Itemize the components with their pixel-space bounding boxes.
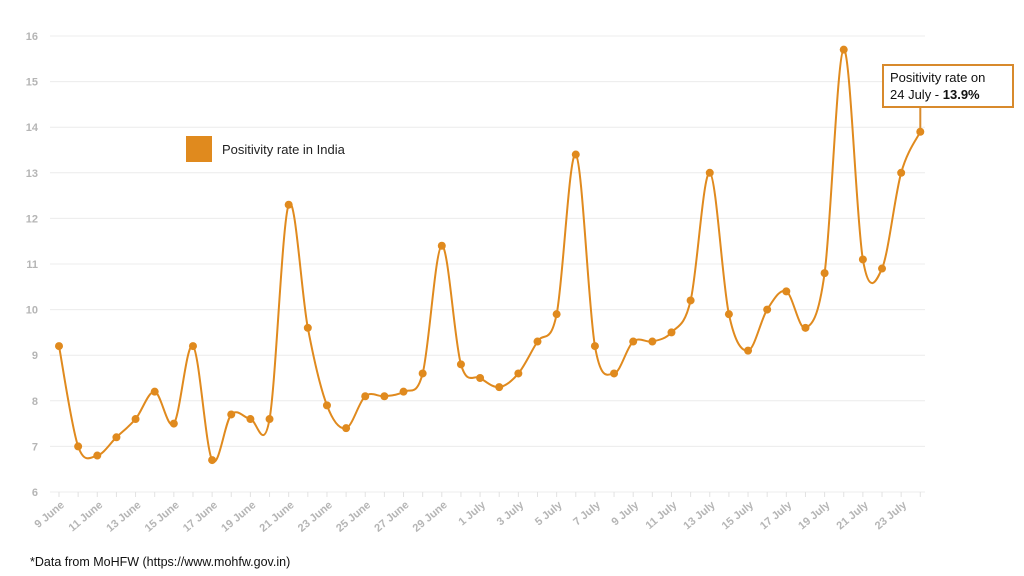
data-point	[55, 342, 63, 351]
y-tick-label: 14	[26, 122, 39, 134]
data-point	[188, 342, 197, 351]
y-tick-label: 11	[26, 259, 38, 271]
y-tick-label: 13	[26, 168, 38, 180]
data-point	[437, 241, 446, 250]
data-point	[763, 305, 772, 314]
data-point	[495, 383, 504, 392]
data-point	[476, 374, 485, 382]
x-tick-label: 3 July	[495, 499, 527, 529]
data-point	[169, 419, 178, 428]
data-point	[629, 337, 638, 346]
data-point	[782, 287, 791, 296]
x-tick-label: 19 June	[219, 499, 258, 535]
data-point	[112, 433, 121, 442]
series-line	[58, 48, 922, 463]
y-tick-label: 10	[26, 305, 38, 317]
data-point	[533, 337, 542, 346]
source-note: *Data from MoHFW (https://www.mohfw.gov.…	[30, 555, 291, 569]
data-point	[150, 387, 159, 396]
data-point	[322, 401, 331, 410]
data-point	[724, 310, 733, 319]
x-tick-label: 9 June	[33, 499, 67, 531]
data-point	[74, 442, 83, 451]
data-point	[878, 264, 887, 273]
data-point	[246, 415, 255, 424]
data-point	[361, 392, 370, 401]
x-tick-label: 7 July	[571, 499, 603, 529]
x-tick-label: 9 July	[610, 499, 642, 529]
y-tick-label: 8	[32, 396, 38, 408]
x-tick-label: 13 June	[104, 499, 143, 535]
data-point	[93, 451, 102, 460]
data-point	[705, 168, 714, 177]
x-tick-label: 15 July	[720, 499, 757, 533]
data-point	[571, 150, 580, 159]
x-tick-label: 29 June	[411, 499, 450, 535]
x-tick-label: 23 July	[873, 499, 910, 533]
data-point	[131, 415, 140, 424]
data-point	[839, 45, 848, 54]
y-tick-label: 15	[26, 77, 38, 89]
x-tick-label: 17 June	[181, 499, 220, 535]
data-point	[208, 456, 217, 465]
legend-swatch	[186, 136, 212, 162]
data-point	[399, 387, 408, 396]
x-tick-label: 11 June	[67, 499, 106, 534]
data-point	[744, 346, 753, 355]
data-point	[380, 392, 389, 401]
data-point	[590, 342, 599, 351]
data-point	[552, 310, 561, 319]
data-point	[667, 328, 676, 337]
data-point	[820, 269, 829, 278]
y-tick-label: 9	[32, 350, 38, 362]
y-tick-label: 12	[26, 213, 38, 225]
data-point	[342, 424, 351, 433]
data-point	[610, 369, 619, 378]
data-point	[916, 127, 925, 136]
annotation-value: 13.9%	[942, 87, 980, 102]
x-tick-label: 13 July	[681, 499, 718, 533]
data-point	[648, 337, 657, 346]
legend: Positivity rate in India	[186, 136, 345, 162]
data-point	[456, 360, 465, 369]
legend-label: Positivity rate in India	[222, 141, 345, 157]
data-point	[284, 200, 293, 209]
x-tick-label: 5 July	[533, 499, 565, 529]
x-tick-label: 19 July	[796, 499, 833, 533]
annotation-callout: Positivity rate on 24 July - 13.9%	[882, 64, 1014, 108]
data-point	[686, 296, 695, 305]
data-point	[897, 168, 906, 177]
x-tick-label: 25 June	[334, 499, 373, 535]
data-point	[265, 415, 274, 424]
data-point	[227, 410, 236, 419]
data-point	[514, 369, 523, 378]
y-tick-label: 16	[26, 31, 38, 43]
x-tick-label: 11 July	[644, 499, 680, 532]
data-point	[858, 255, 867, 264]
x-tick-label: 27 June	[372, 499, 411, 535]
x-tick-label: 1 July	[456, 499, 488, 529]
annotation-date: 24 July -	[890, 87, 943, 102]
x-tick-label: 17 July	[758, 499, 795, 533]
data-point	[418, 369, 427, 378]
x-tick-label: 15 June	[143, 499, 182, 535]
annotation-line1: Positivity rate on	[890, 70, 986, 85]
y-tick-label: 7	[32, 441, 38, 453]
data-point	[303, 323, 312, 332]
x-tick-label: 23 June	[296, 499, 335, 535]
data-point	[801, 323, 810, 332]
x-tick-label: 21 July	[835, 499, 872, 533]
x-tick-label: 21 June	[258, 499, 297, 535]
y-tick-label: 6	[32, 487, 38, 499]
